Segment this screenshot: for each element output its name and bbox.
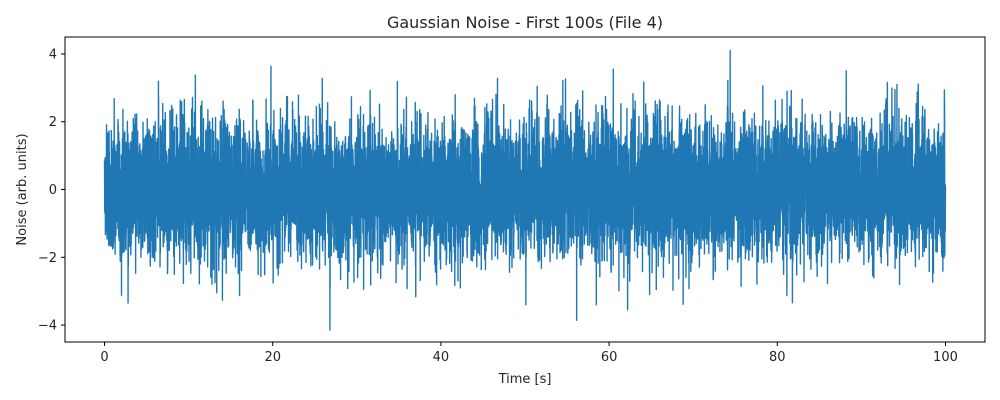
x-tick-label: 20 — [264, 350, 281, 365]
x-tick-label: 60 — [601, 350, 618, 365]
y-tick-label: 0 — [49, 183, 57, 198]
chart-title: Gaussian Noise - First 100s (File 4) — [387, 13, 663, 32]
noise-series-line — [103, 49, 947, 331]
y-tick-label: 4 — [49, 47, 57, 62]
y-tick-label: −2 — [38, 251, 57, 266]
y-axis-label: Noise (arb. units) — [15, 133, 30, 245]
y-tick-label: −4 — [38, 319, 57, 334]
y-tick-label: 2 — [49, 115, 57, 130]
x-tick-label: 100 — [933, 350, 958, 365]
x-tick-label: 80 — [769, 350, 786, 365]
x-tick-label: 40 — [433, 350, 450, 365]
y-axis: −4 −2 0 2 4 — [38, 47, 65, 334]
x-tick-label: 0 — [100, 350, 108, 365]
plot-area — [64, 36, 986, 343]
x-axis-label: Time [s] — [498, 372, 552, 387]
x-axis: 0 20 40 60 80 100 — [100, 342, 958, 365]
